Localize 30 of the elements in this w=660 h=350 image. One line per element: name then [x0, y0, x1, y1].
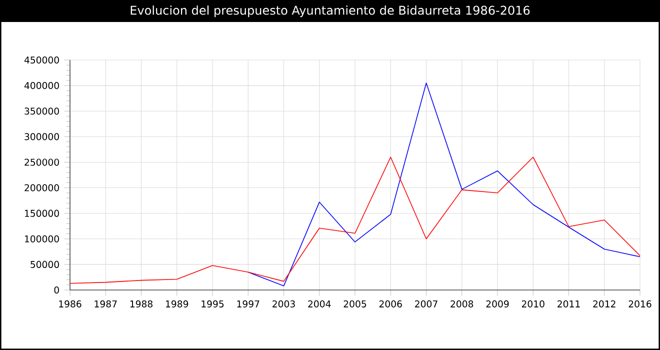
y-tick-label: 300000 [24, 133, 59, 140]
x-tick-label: 1995 [202, 300, 224, 308]
x-tick-label: 2004 [308, 300, 331, 308]
y-tick-label: 200000 [24, 184, 59, 192]
x-tick-label: 2005 [344, 300, 366, 308]
x-tick-label: 1989 [166, 300, 188, 308]
x-tick-label: 2008 [450, 300, 474, 308]
y-tick-label: 50000 [30, 260, 59, 268]
x-tick-label: 1997 [237, 300, 260, 308]
y-tick-label: 350000 [24, 108, 59, 115]
x-tick-label: 2011 [558, 300, 580, 308]
x-tick-label: 1987 [94, 300, 117, 308]
y-tick-label: 100000 [24, 235, 59, 242]
x-tick-label: 2006 [379, 300, 402, 308]
x-tick-label: 2012 [593, 300, 616, 308]
y-tick-label: 400000 [24, 82, 59, 90]
x-tick-label: 1988 [130, 300, 152, 308]
line-series [248, 82, 640, 286]
x-tick-label: 2016 [628, 300, 652, 308]
x-tick-label: 2007 [415, 300, 438, 308]
x-tick-label: 1986 [59, 300, 82, 308]
y-tick-label: 250000 [24, 158, 59, 166]
y-tick-label: 450000 [24, 56, 59, 64]
y-tick-label: 150000 [24, 210, 59, 217]
x-tick-label: 2003 [272, 300, 295, 308]
chart-title: Evolucion del presupuesto Ayuntamiento de Bidaurreta 1986-2016 [130, 6, 530, 18]
x-tick-label: 2010 [522, 300, 544, 308]
y-tick-label: 0 [54, 286, 59, 294]
x-tick-label: 2009 [486, 300, 509, 308]
line-series [70, 156, 640, 284]
